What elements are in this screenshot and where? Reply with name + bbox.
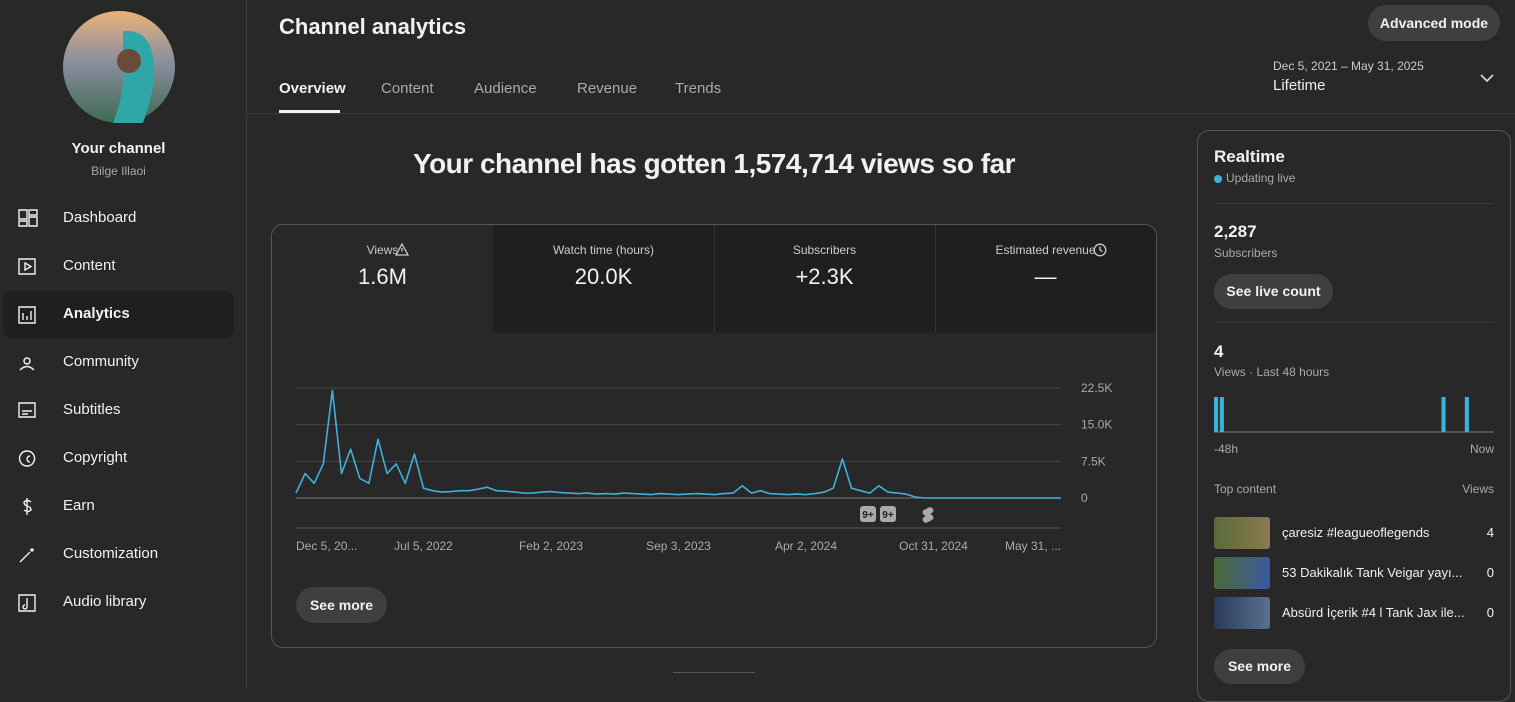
metric-tab-bg	[493, 225, 1156, 333]
nav-item[interactable]: Copyright	[63, 449, 128, 466]
nav-icon	[23, 498, 32, 515]
tab[interactable]: Revenue	[577, 80, 638, 97]
thumbnail[interactable]	[1214, 597, 1270, 629]
views-label: Views · Last 48 hours	[1214, 365, 1330, 379]
thumbnail[interactable]	[1214, 517, 1270, 549]
nav-item[interactable]: Audio library	[63, 593, 147, 610]
tab-underline	[279, 110, 340, 113]
realtime-title: Realtime	[1214, 147, 1285, 166]
metric-divider	[935, 225, 936, 333]
subscriber-label: Subscribers	[1214, 246, 1278, 260]
date-range: Dec 5, 2021 – May 31, 2025	[1273, 59, 1424, 73]
metric-label: Estimated revenue	[995, 243, 1096, 257]
nav-icon	[18, 450, 36, 467]
nav-icon	[18, 258, 36, 275]
views-count: 4	[1214, 342, 1224, 361]
nav-item[interactable]: Subtitles	[63, 401, 121, 418]
nav-item[interactable]: Dashboard	[63, 209, 137, 226]
item-title[interactable]: çaresiz #leagueoflegends	[1282, 525, 1430, 540]
item-title[interactable]: Absürd İçerik #4 l Tank Jax ile...	[1282, 605, 1465, 620]
tab[interactable]: Audience	[474, 80, 537, 97]
header-divider	[247, 113, 1515, 114]
item-views: 4	[1486, 525, 1494, 540]
thumbnail[interactable]	[1214, 557, 1270, 589]
live-count-button[interactable]: See live count	[1214, 274, 1333, 309]
headline: Your channel has gotten 1,574,714 views …	[412, 148, 1016, 179]
channel-title: Your channel	[71, 140, 166, 157]
item-title[interactable]: 53 Dakikalık Tank Veigar yayı...	[1282, 565, 1463, 580]
metric-label: Views	[366, 243, 399, 257]
nav-item[interactable]: Community	[63, 353, 139, 370]
metric-label: Watch time (hours)	[553, 243, 654, 257]
analytics-card	[271, 224, 1157, 648]
realtime-status: Updating live	[1226, 171, 1296, 185]
tab[interactable]: Trends	[675, 80, 722, 97]
top-content-title: Top content	[1214, 482, 1277, 496]
nav-active-bg	[3, 291, 234, 338]
metric-value: —	[1034, 264, 1057, 289]
see-more-button[interactable]: See more	[296, 587, 387, 623]
divider	[1214, 203, 1494, 204]
metric-value: 20.0K	[574, 264, 633, 289]
metric-value: +2.3K	[795, 264, 854, 289]
clock-icon[interactable]	[1093, 243, 1107, 257]
tab[interactable]: Content	[381, 80, 434, 97]
top-content-column: Views	[1462, 482, 1494, 496]
advanced-mode-button[interactable]: Advanced mode	[1368, 5, 1500, 41]
nav-icon	[19, 548, 34, 563]
page-title: Channel analytics	[279, 14, 467, 39]
subscriber-count: 2,287	[1214, 222, 1257, 241]
live-dot	[1214, 175, 1222, 183]
metric-value: 1.6M	[358, 264, 407, 289]
metric-label: Subscribers	[792, 243, 857, 257]
realtime-see-more-button[interactable]: See more	[1214, 649, 1305, 684]
nav-icon	[18, 209, 38, 227]
avatar[interactable]	[63, 11, 175, 123]
nav-item[interactable]: Customization	[63, 545, 159, 562]
nav-item[interactable]: Content	[63, 257, 116, 274]
item-views: 0	[1486, 565, 1494, 580]
channel-name: Bilge Illaoi	[91, 164, 146, 178]
nav-item[interactable]: Analytics	[63, 305, 130, 322]
sidebar	[0, 0, 247, 688]
item-views: 0	[1486, 605, 1494, 620]
tab[interactable]: Overview	[279, 80, 346, 97]
nav-icon	[19, 357, 35, 371]
nav-icon	[18, 402, 36, 418]
nav-item[interactable]: Earn	[63, 497, 95, 514]
divider	[1214, 322, 1494, 323]
metric-divider	[714, 225, 715, 333]
dropdown-icon[interactable]	[1479, 73, 1495, 83]
scroll-indicator	[673, 672, 755, 673]
nav-icon	[18, 594, 36, 612]
warning-icon[interactable]	[395, 243, 409, 256]
period[interactable]: Lifetime	[1273, 77, 1326, 94]
nav-icon	[18, 306, 36, 324]
